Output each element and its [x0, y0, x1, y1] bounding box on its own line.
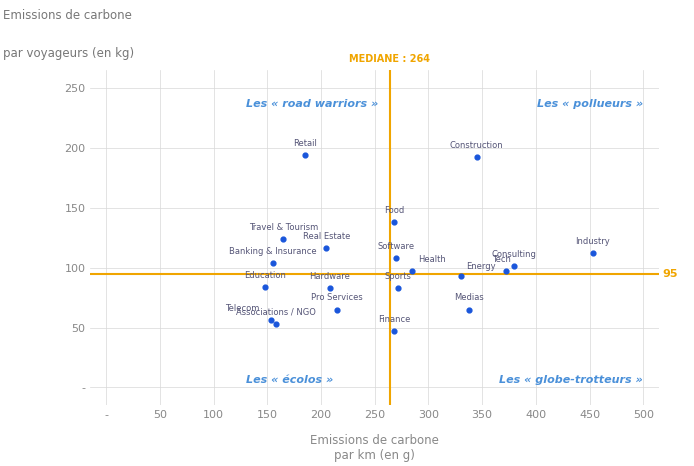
X-axis label: Emissions de carbone
par km (en g): Emissions de carbone par km (en g) — [310, 434, 439, 462]
Point — [265, 316, 276, 324]
Text: Banking & Insurance: Banking & Insurance — [229, 247, 316, 256]
Point — [393, 284, 404, 292]
Point — [332, 306, 343, 313]
Text: Les « écolos »: Les « écolos » — [246, 375, 333, 385]
Text: Industry: Industry — [575, 237, 610, 246]
Text: Education: Education — [244, 271, 286, 280]
Point — [587, 249, 598, 257]
Text: Medias: Medias — [455, 294, 484, 302]
Point — [389, 219, 400, 226]
Point — [407, 267, 418, 275]
Text: Telecom: Telecom — [226, 304, 260, 313]
Point — [391, 254, 402, 262]
Text: par voyageurs (en kg): par voyageurs (en kg) — [3, 47, 135, 60]
Text: 95: 95 — [663, 268, 678, 279]
Point — [278, 235, 289, 243]
Point — [509, 263, 520, 270]
Text: Real Estate: Real Estate — [303, 232, 350, 241]
Text: Les « road warriors »: Les « road warriors » — [246, 99, 378, 110]
Point — [464, 306, 475, 313]
Text: Food: Food — [384, 206, 404, 215]
Point — [260, 283, 271, 290]
Text: MEDIANE : 264: MEDIANE : 264 — [349, 54, 430, 64]
Text: Retail: Retail — [293, 139, 317, 148]
Point — [455, 272, 466, 280]
Text: Hardware: Hardware — [310, 272, 350, 281]
Text: Software: Software — [378, 242, 415, 251]
Point — [324, 284, 335, 292]
Point — [500, 267, 511, 275]
Text: Travel & Tourism: Travel & Tourism — [249, 223, 318, 232]
Text: Pro Services: Pro Services — [312, 294, 363, 302]
Point — [471, 154, 482, 161]
Text: Tech: Tech — [492, 255, 511, 264]
Point — [299, 151, 310, 159]
Text: Les « globe-trotteurs »: Les « globe-trotteurs » — [500, 375, 643, 385]
Point — [271, 320, 282, 328]
Text: Les « pollueurs »: Les « pollueurs » — [537, 99, 643, 110]
Text: Associations / NGO: Associations / NGO — [236, 308, 316, 317]
Text: Consulting: Consulting — [492, 250, 536, 259]
Point — [321, 245, 332, 252]
Text: Emissions de carbone: Emissions de carbone — [3, 9, 133, 22]
Point — [267, 259, 278, 267]
Text: Sports: Sports — [385, 272, 412, 281]
Text: Health: Health — [418, 255, 446, 264]
Text: Construction: Construction — [450, 141, 504, 150]
Point — [389, 328, 400, 335]
Text: Energy: Energy — [466, 262, 496, 271]
Text: Finance: Finance — [378, 315, 410, 324]
